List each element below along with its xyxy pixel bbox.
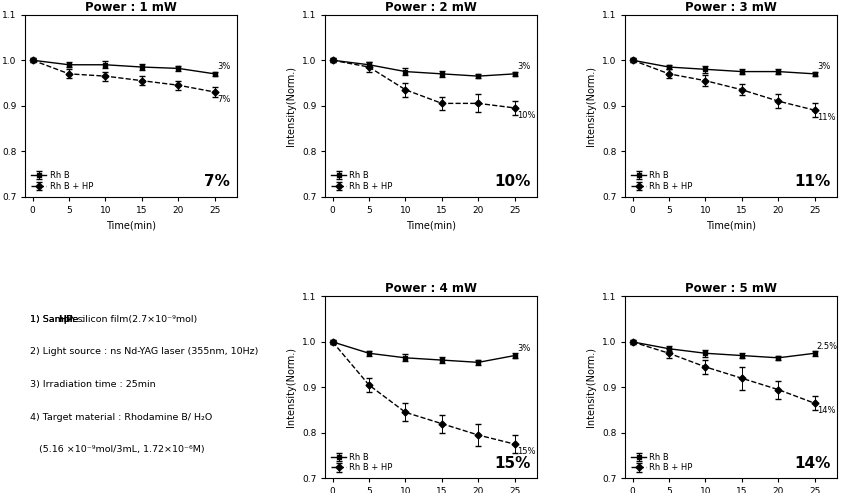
Title: Power : 2 mW: Power : 2 mW (385, 0, 476, 14)
Text: 3%: 3% (816, 62, 830, 71)
Text: 1) Sample :: 1) Sample : (30, 315, 87, 323)
Text: 11%: 11% (793, 174, 829, 189)
Text: 3%: 3% (217, 62, 230, 71)
Text: 1) Sample :: 1) Sample : (30, 315, 87, 323)
Legend: Rh B, Rh B + HP: Rh B, Rh B + HP (329, 170, 394, 192)
Text: 14%: 14% (816, 406, 835, 415)
X-axis label: Time(min): Time(min) (106, 220, 156, 230)
Text: 7%: 7% (204, 174, 230, 189)
Legend: Rh B, Rh B + HP: Rh B, Rh B + HP (629, 451, 694, 474)
Text: 2.5%: 2.5% (816, 342, 837, 351)
Text: 4) Target material : Rhodamine B/ H₂O: 4) Target material : Rhodamine B/ H₂O (30, 413, 212, 422)
Text: in silicon film(2.7×10⁻⁹mol): in silicon film(2.7×10⁻⁹mol) (62, 315, 197, 323)
Text: 11%: 11% (816, 113, 835, 122)
Title: Power : 1 mW: Power : 1 mW (85, 0, 176, 14)
Text: 3) Irradiation time : 25min: 3) Irradiation time : 25min (30, 380, 155, 389)
Title: Power : 3 mW: Power : 3 mW (684, 0, 776, 14)
Text: (5.16 ×10⁻⁹mol/3mL, 1.72×10⁻⁶M): (5.16 ×10⁻⁹mol/3mL, 1.72×10⁻⁶M) (30, 446, 204, 455)
Text: 3%: 3% (517, 62, 530, 71)
Text: 10%: 10% (517, 110, 535, 120)
Text: 14%: 14% (793, 456, 829, 471)
Y-axis label: Intensity(Norm.): Intensity(Norm.) (586, 348, 596, 427)
Title: Power : 4 mW: Power : 4 mW (385, 282, 476, 295)
Y-axis label: Intensity(Norm.): Intensity(Norm.) (586, 66, 596, 145)
Title: Power : 5 mW: Power : 5 mW (684, 282, 776, 295)
Text: 15%: 15% (517, 447, 535, 456)
X-axis label: Time(min): Time(min) (405, 220, 456, 230)
Text: 2) Light source : ns Nd-YAG laser (355nm, 10Hz): 2) Light source : ns Nd-YAG laser (355nm… (30, 348, 257, 356)
Text: HP: HP (57, 315, 73, 323)
Text: 10%: 10% (493, 174, 530, 189)
Legend: Rh B, Rh B + HP: Rh B, Rh B + HP (629, 170, 694, 192)
Text: 7%: 7% (217, 95, 230, 104)
Text: 3%: 3% (517, 344, 530, 353)
X-axis label: Time(min): Time(min) (705, 220, 755, 230)
Y-axis label: Intensity(Norm.): Intensity(Norm.) (286, 66, 296, 145)
Legend: Rh B, Rh B + HP: Rh B, Rh B + HP (30, 170, 95, 192)
Y-axis label: Intensity(Norm.): Intensity(Norm.) (286, 348, 296, 427)
Legend: Rh B, Rh B + HP: Rh B, Rh B + HP (329, 451, 394, 474)
Text: 15%: 15% (493, 456, 530, 471)
